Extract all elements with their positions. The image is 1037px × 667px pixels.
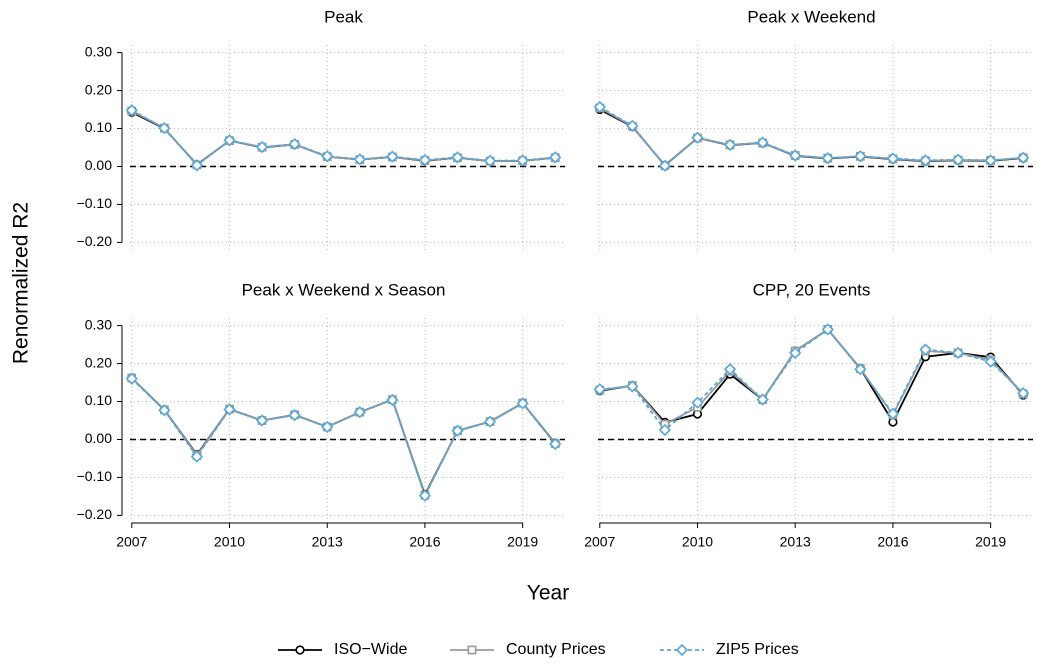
marker <box>288 409 301 422</box>
marker <box>854 363 867 376</box>
marker <box>321 150 334 163</box>
y-tick-label: 0.20 <box>85 81 112 97</box>
marker <box>223 403 236 416</box>
legend-label: County Prices <box>506 641 606 658</box>
x-tick-label: 2007 <box>584 534 615 550</box>
marker <box>951 153 965 166</box>
marker <box>789 149 802 162</box>
marker <box>658 159 672 172</box>
marker <box>919 343 932 356</box>
legend-label: ZIP5 Prices <box>716 641 799 658</box>
marker <box>593 100 606 114</box>
y-tick-label: 0.30 <box>85 43 112 59</box>
marker <box>854 150 867 163</box>
legend-marker <box>467 645 477 655</box>
x-tick-label: 2013 <box>312 534 343 550</box>
x-tick-label: 2019 <box>507 534 538 550</box>
y-tick-label: 0.00 <box>85 430 112 446</box>
marker <box>483 415 497 428</box>
y-tick-label: −0.20 <box>77 506 113 522</box>
marker <box>593 383 606 396</box>
series-line <box>599 328 1024 424</box>
marker <box>451 151 464 164</box>
panel-title: Peak <box>324 7 363 26</box>
marker <box>549 437 562 451</box>
marker <box>125 104 138 117</box>
marker <box>626 119 639 132</box>
series-line <box>599 328 1024 426</box>
y-tick-label: 0.20 <box>85 354 112 370</box>
marker <box>483 154 497 167</box>
marker <box>418 153 432 167</box>
marker <box>919 154 932 167</box>
marker <box>386 393 399 407</box>
marker <box>158 404 171 417</box>
panel-title: Peak x Weekend <box>747 7 875 26</box>
y-tick-label: 0.10 <box>85 392 112 408</box>
y-tick-label: 0.10 <box>85 119 112 135</box>
series-line <box>131 377 556 497</box>
marker <box>821 323 834 336</box>
marker <box>886 152 900 165</box>
marker <box>223 134 236 147</box>
marker <box>549 151 562 164</box>
marker <box>255 140 269 154</box>
marker <box>821 151 834 165</box>
marker <box>723 363 737 376</box>
panel-title: CPP, 20 Events <box>753 280 871 299</box>
marker <box>951 346 965 360</box>
x-tick-label: 2016 <box>877 534 908 550</box>
marker <box>158 122 171 135</box>
marker <box>190 159 204 172</box>
marker <box>984 154 997 167</box>
y-tick-label: 0.00 <box>85 157 112 173</box>
x-tick-label: 2016 <box>409 534 440 550</box>
marker <box>353 406 366 419</box>
series-line <box>131 378 556 498</box>
marker <box>125 372 138 385</box>
series-line <box>599 328 1024 432</box>
x-tick-label: 2019 <box>975 534 1006 550</box>
marker <box>418 489 432 502</box>
marker <box>691 396 704 409</box>
legend-label: ISO−Wide <box>334 641 407 658</box>
marker <box>190 450 204 463</box>
marker <box>658 423 672 437</box>
marker <box>691 131 704 144</box>
y-tick-label: −0.10 <box>77 468 113 484</box>
marker <box>386 150 399 163</box>
marker <box>516 397 529 410</box>
panel-title: Peak x Weekend x Season <box>242 280 446 299</box>
marker <box>1017 151 1030 164</box>
legend-marker <box>675 643 689 657</box>
marker <box>886 407 900 420</box>
marker <box>451 424 464 437</box>
marker <box>353 153 366 166</box>
y-tick-label: 0.30 <box>85 316 112 332</box>
marker <box>984 355 997 368</box>
legend-marker <box>295 645 305 655</box>
marker <box>321 420 334 434</box>
marker <box>756 136 769 149</box>
series-line <box>131 377 556 498</box>
marker <box>723 138 737 151</box>
marker <box>288 137 301 151</box>
x-tick-label: 2010 <box>682 534 713 550</box>
y-axis-label: Renormalized R2 <box>10 202 33 364</box>
x-axis-label: Year <box>527 582 569 605</box>
marker <box>789 346 802 360</box>
x-tick-label: 2013 <box>780 534 811 550</box>
marker <box>1017 387 1030 400</box>
x-tick-label: 2007 <box>116 534 147 550</box>
marker <box>255 414 269 427</box>
marker <box>516 154 529 167</box>
y-tick-label: −0.10 <box>77 195 113 211</box>
marker <box>626 380 639 393</box>
x-tick-label: 2010 <box>214 534 245 550</box>
y-tick-label: −0.20 <box>77 233 113 249</box>
marker <box>756 393 769 406</box>
